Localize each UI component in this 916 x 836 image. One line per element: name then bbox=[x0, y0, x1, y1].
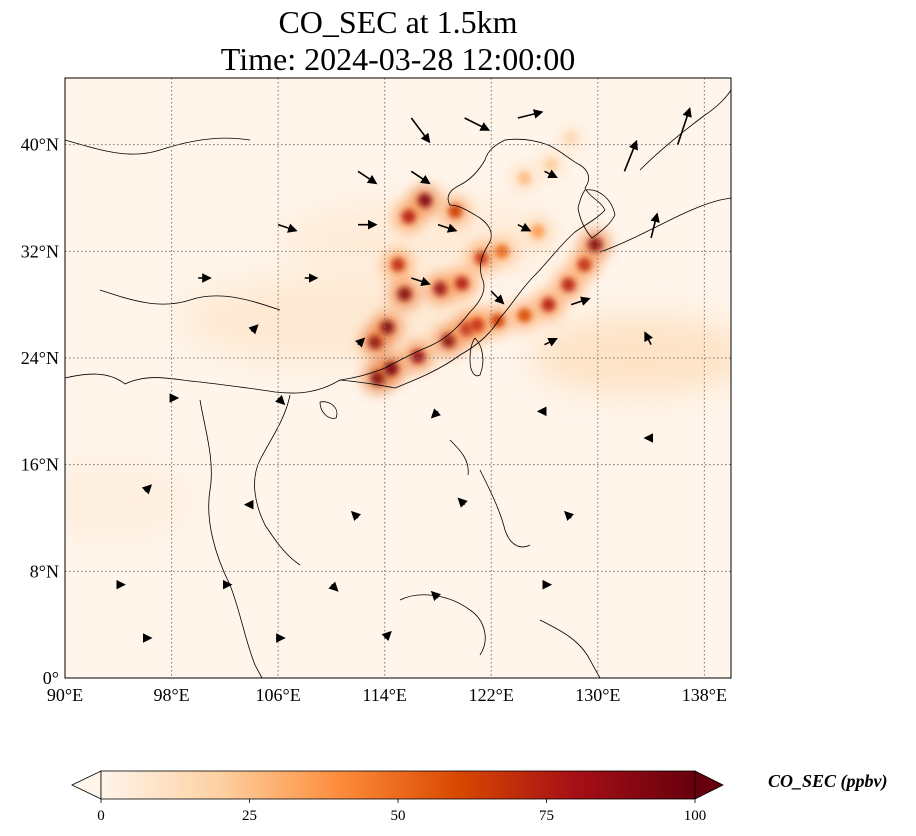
plume-core bbox=[577, 257, 592, 272]
wind-arrow bbox=[411, 276, 431, 287]
latitude-ticks: 0° 8°N 16°N 24°N 32°N 40°N bbox=[21, 135, 59, 688]
wind-arrow bbox=[410, 170, 431, 185]
plume-core bbox=[544, 157, 559, 172]
wind-arrow bbox=[623, 139, 638, 172]
map-panel: 90°E 98°E 106°E 114°E 122°E 130°E 138°E 0° 8°N 1… bbox=[21, 77, 732, 705]
wind-arrow bbox=[275, 394, 286, 406]
plume-core bbox=[517, 308, 532, 323]
wind-arrow bbox=[457, 497, 468, 508]
colorbar-tick-label: 25 bbox=[242, 808, 257, 824]
coastlines bbox=[65, 89, 731, 678]
plume-core bbox=[397, 287, 412, 301]
longitude-tick-label: 90°E bbox=[47, 685, 83, 705]
latitude-tick-label: 0° bbox=[43, 668, 59, 688]
wind-arrow bbox=[564, 510, 575, 522]
wind-arrow bbox=[248, 324, 259, 335]
wind-arrow bbox=[277, 223, 298, 233]
longitude-tick-label: 138°E bbox=[682, 685, 727, 705]
longitude-tick-label: 122°E bbox=[469, 685, 514, 705]
plume-core bbox=[380, 320, 395, 335]
latitude-tick-label: 24°N bbox=[21, 348, 59, 368]
colorbar-extend-max bbox=[694, 770, 724, 800]
plume-core bbox=[470, 317, 485, 332]
wind-arrow bbox=[676, 107, 692, 145]
longitude-ticks: 90°E 98°E 106°E 114°E 122°E 130°E 138°E bbox=[47, 685, 727, 705]
wind-arrow bbox=[381, 630, 392, 642]
plume-core bbox=[490, 313, 505, 328]
wind-arrow bbox=[430, 590, 442, 602]
wind-arrow bbox=[430, 408, 442, 419]
latitude-tick-label: 8°N bbox=[30, 561, 59, 581]
plume-core bbox=[433, 281, 448, 296]
plume-core bbox=[454, 276, 469, 291]
plume-core bbox=[410, 349, 425, 364]
title-line-2: Time: 2024-03-28 12:00:00 bbox=[221, 41, 575, 77]
wind-arrow bbox=[544, 337, 558, 347]
plume-core bbox=[541, 297, 556, 312]
wind-arrow bbox=[410, 117, 431, 144]
wind-arrow bbox=[328, 581, 339, 592]
map-frame bbox=[64, 77, 732, 679]
wind-arrow bbox=[141, 484, 153, 495]
colorbar-ticks: 0 25 50 75 100 bbox=[97, 799, 706, 824]
colorbar-extend-min bbox=[71, 770, 102, 800]
wind-arrow bbox=[570, 296, 591, 306]
plume-core bbox=[517, 171, 532, 185]
plume-core bbox=[530, 224, 545, 239]
plume-core bbox=[564, 131, 579, 145]
colorbar-gradient bbox=[101, 771, 695, 799]
latitude-tick-label: 16°N bbox=[21, 455, 59, 475]
colorbar-tick-label: 100 bbox=[684, 808, 707, 824]
wind-arrow bbox=[350, 510, 362, 522]
plume-core bbox=[401, 209, 416, 224]
wind-arrow bbox=[357, 170, 378, 185]
colorbar-tick-label: 75 bbox=[539, 808, 554, 824]
wind-arrow bbox=[650, 212, 660, 239]
plume-core bbox=[417, 193, 432, 208]
longitude-tick-label: 98°E bbox=[153, 685, 189, 705]
wind-arrow bbox=[464, 117, 491, 131]
plume-core bbox=[448, 204, 463, 219]
colorbar-label: CO_SEC (ppbv) bbox=[768, 771, 888, 792]
title-line-1: CO_SEC at 1.5km bbox=[278, 4, 517, 40]
wind-arrow bbox=[354, 337, 366, 348]
wind-arrow bbox=[544, 169, 558, 179]
wind-arrow bbox=[517, 222, 532, 232]
longitude-tick-label: 130°E bbox=[575, 685, 620, 705]
longitude-tick-label: 114°E bbox=[362, 685, 407, 705]
plume-core bbox=[561, 277, 576, 292]
longitude-tick-label: 106°E bbox=[256, 685, 301, 705]
wind-arrow bbox=[437, 223, 458, 233]
plume-core bbox=[588, 237, 603, 252]
colorbar-tick-label: 0 bbox=[97, 808, 105, 824]
wind-arrow bbox=[517, 109, 544, 119]
plume-core bbox=[384, 361, 399, 376]
colorbar: 0 25 50 75 100 CO_SEC (ppbv) bbox=[71, 770, 888, 824]
wind-arrow bbox=[490, 290, 505, 305]
plume-core bbox=[391, 257, 405, 272]
wind-arrow bbox=[644, 331, 653, 346]
colorbar-tick-label: 50 bbox=[391, 808, 406, 824]
gridlines bbox=[65, 78, 731, 678]
latitude-tick-label: 32°N bbox=[21, 241, 59, 261]
wind-vector-layer bbox=[116, 107, 692, 643]
latitude-tick-label: 40°N bbox=[21, 135, 59, 155]
